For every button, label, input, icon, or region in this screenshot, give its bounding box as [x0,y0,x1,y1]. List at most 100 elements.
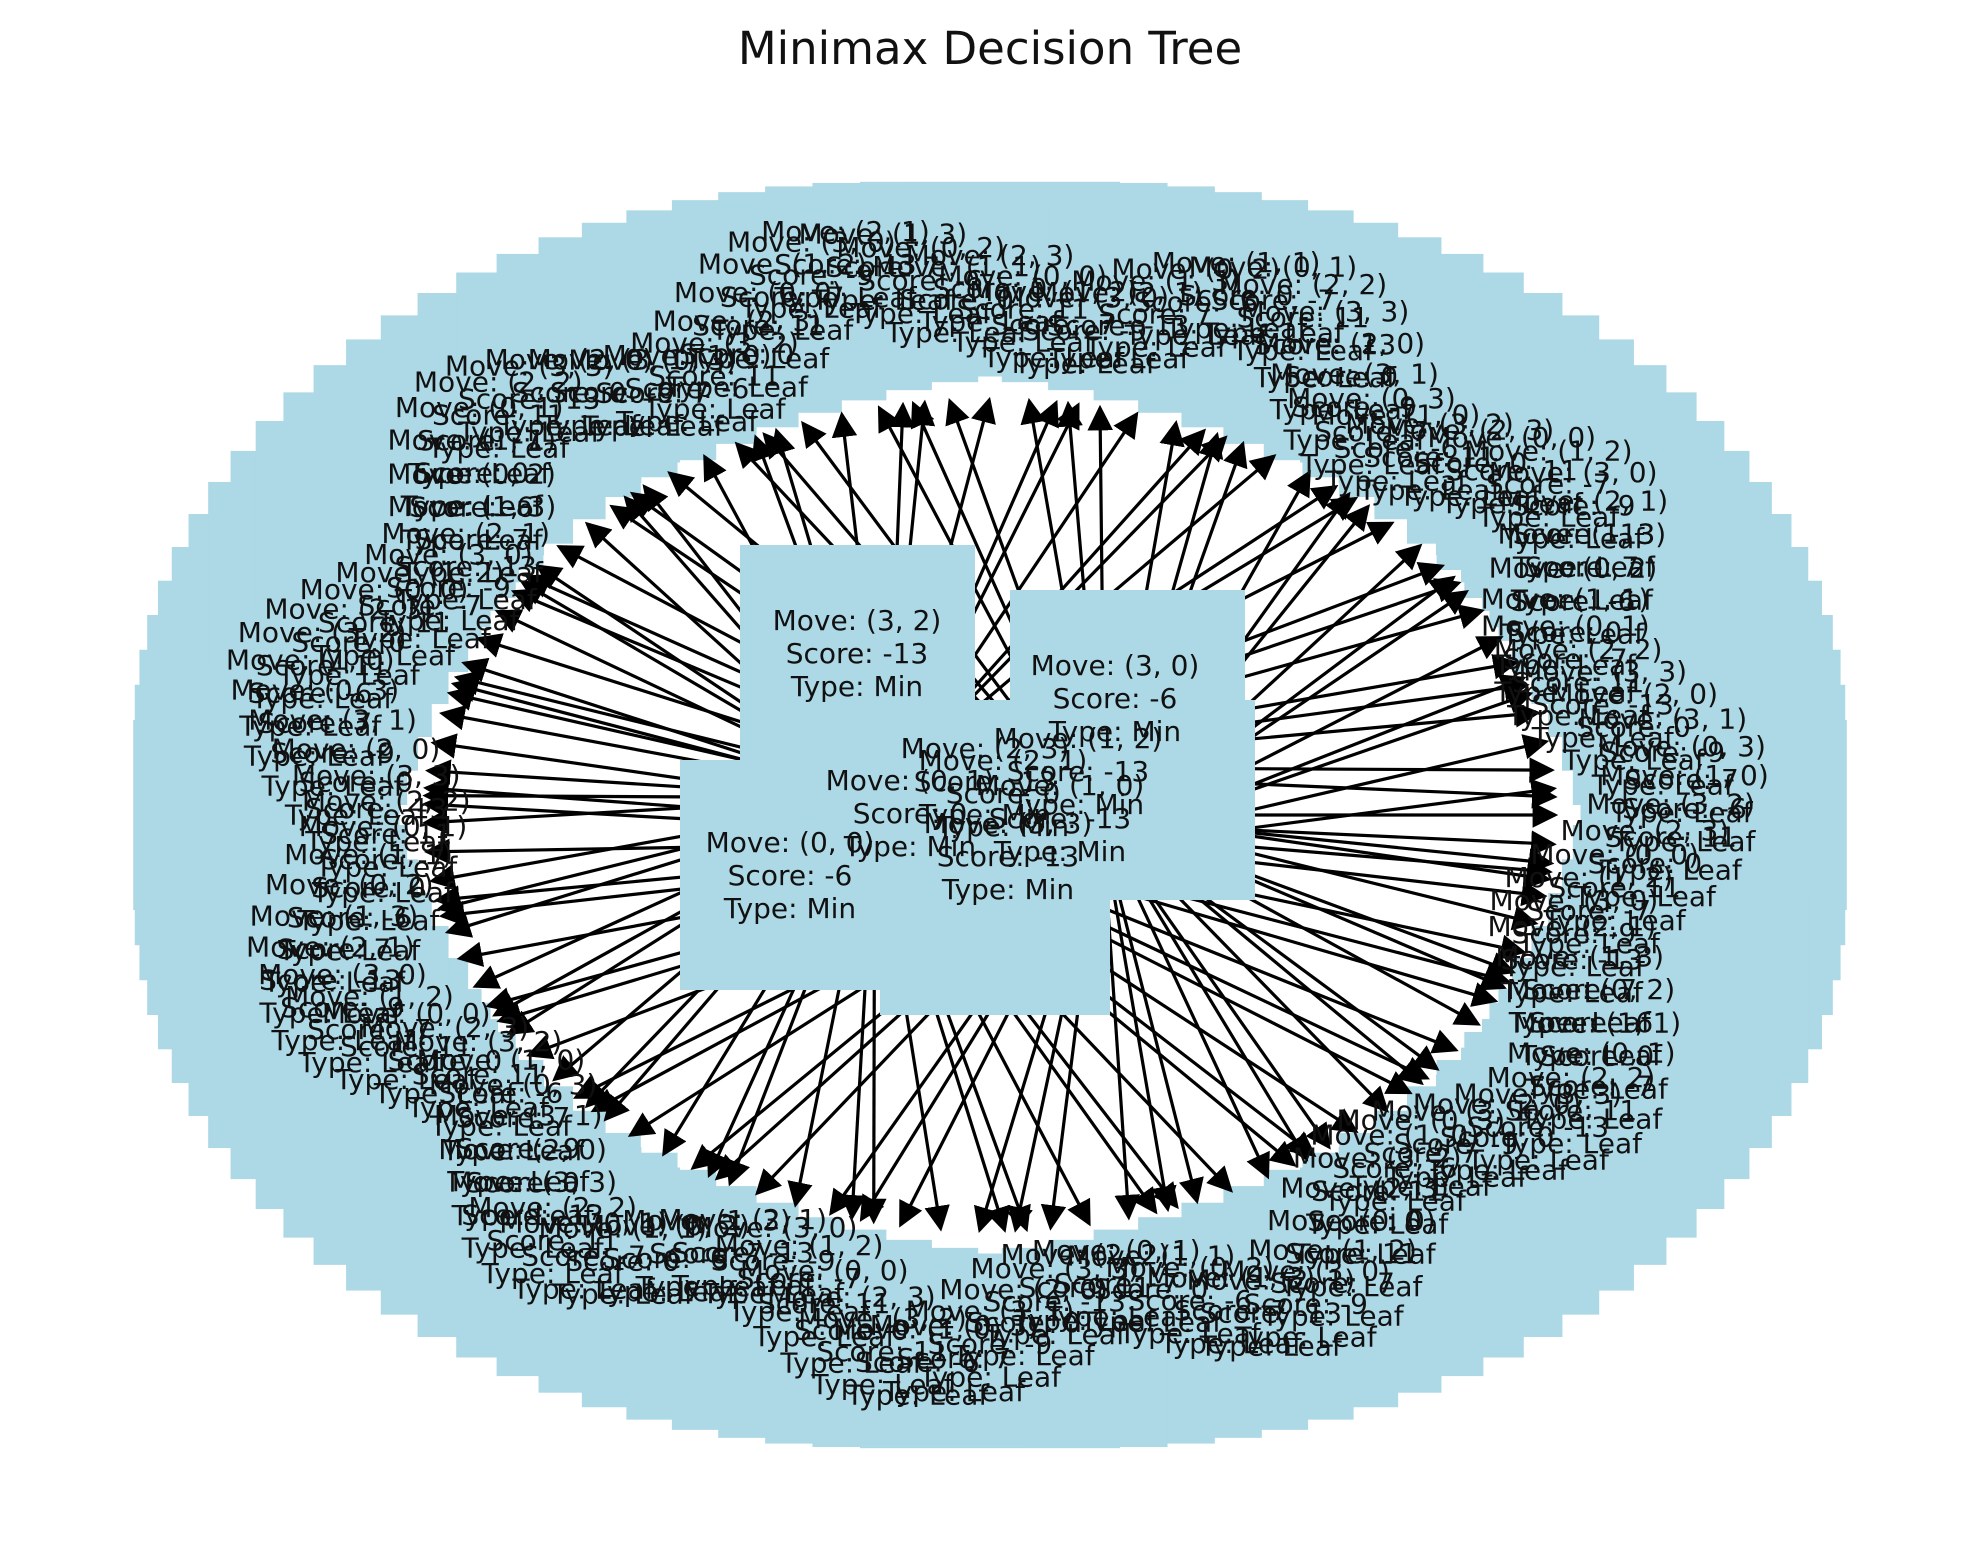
leaf-node-label: Move: (0, 0) Score: 11 Type: Leaf [1267,1204,1436,1303]
leaf-node-label: Move: (0, 3) Score: 7 Type: Leaf [429,1068,598,1167]
leaf-node-label: Move: (3, 3) Score: -13 Type: Leaf [448,1165,617,1264]
tree-edge [1130,865,1331,1150]
leaf-node-label: Move: (0, 2) Score: -6 Type: Leaf [836,231,1005,330]
leaf-node-label: Move: (2, 1) Score: -13 Type: Leaf [381,517,550,616]
leaf-node-label: Move: (3, 0) Score: -9 Type: Leaf [1000,281,1169,380]
root-node-label: Move: (3, 2) Score: -13 Type: Min [773,604,942,703]
leaf-node-label: Move: (0, 3) Score: 7 Type: Leaf [1287,382,1456,481]
leaf-node-label: Move: (3, 2) Score: 11 Type: Leaf [1293,1142,1462,1241]
min-node-box [790,700,1030,890]
tree-edge [1124,872,1270,1180]
leaf-node-label: Move: (0, 3) Score: 7 Type: Leaf [870,1309,1039,1408]
leaf-node-label: Move: (3, 1) Score: -9 Type: Leaf [1372,1095,1541,1194]
leaf-node-label: Move: (1, 0) Score: -6 Type: Leaf [1310,1119,1479,1218]
leaf-node-label: Move: (3, 2) Score: 11 Type: Leaf [238,616,407,715]
tree-edge [961,435,1228,708]
leaf-node-label: Move: (2, 0) Score: 0 Type: Leaf [1413,1088,1582,1187]
leaf-node-label: Move: (3, 3) Score: -13 Type: Leaf [1241,295,1410,394]
leaf-node-label: Move: (1, 0) Score: -6 Type: Leaf [226,643,395,742]
leaf-node-label: Move: (3, 0) Score: -9 Type: Leaf [689,1211,858,1310]
leaf-node-label: Move: (1, 3) Score: 7 Type: Leaf [1147,1261,1316,1360]
leaf-node-label: Move: (2, 2) Score: 11 Type: Leaf [1494,633,1663,732]
min-node-label: Move: (0, 0) Score: -6 Type: Min [706,826,875,925]
leaf-node-label: Move: (3, 2) Score: 11 Type: Leaf [394,1025,563,1124]
leaf-node-label: Move: (1, 1) Score: 0 Type: Leaf [1513,1006,1682,1105]
leaf-node-label: Move: (1, 1) Score: 0 Type: Leaf [1152,246,1321,345]
leaf-node-label: Move: (0, 1) Score: -7 Type: Leaf [299,810,468,909]
leaf-node-label: Move: (3, 3) Score: -13 Type: Leaf [292,759,461,858]
leaf-node-label: Move: (0, 0) Score: 11 Type: Leaf [674,276,843,375]
leaf-node-label: Move: (2, 3) Score: 0 Type: Leaf [1280,1172,1449,1271]
leaf-node-label: Move: (1, 1) Score: 0 Type: Leaf [538,1211,707,1310]
leaf-node-label: Move: (3, 2) Score: 11 Type: Leaf [630,326,799,425]
leaf-node-label: Move: (1, 3) Score: 7 Type: Leaf [388,490,557,589]
leaf-node-label: Move: (2, 1) Score: -13 Type: Leaf [761,215,930,314]
min-node-cluster [680,545,1255,1015]
leaf-node-label: Move: (3, 0) Score: -9 Type: Leaf [258,958,427,1057]
tree-edge [1108,886,1499,1007]
leaf-node-label: Move: (0, 0) Score: 11 Type: Leaf [740,1254,909,1353]
leaf-node-label: Move: (2, 1) Score: -13 Type: Leaf [246,930,415,1029]
leaf-node-label: Move: (0, 0) Score: 11 Type: Leaf [1427,421,1596,520]
leaf-node-label: Move: (0, 3) Score: 7 Type: Leaf [231,673,400,772]
leaf-node-label: Move: (2, 3) Score: 0 Type: Leaf [653,304,822,403]
min-node-label: Move: (3, 3) Score: -13 Type: Min [924,807,1093,906]
leaf-node-label: Move: (0, 1) Score: -7 Type: Leaf [1032,1234,1201,1333]
leaf-node-label: Move: (1, 1) Score: 0 Type: Leaf [1481,582,1650,681]
leaf-node-label: Move: (0, 0) Score: 11 Type: Leaf [300,573,469,672]
tree-edge [1058,912,1413,1095]
leaf-node-label: Move: (3, 3) Score: -13 Type: Leaf [970,1252,1139,1351]
leaf-node-label: Move: (3, 0) Score: -9 Type: Leaf [364,538,533,637]
leaf-node-label: Move: (2, 1) Score: -13 Type: Leaf [1499,485,1668,584]
leaf-node-label: Move: (0, 3) Score: 7 Type: Leaf [1336,1104,1505,1203]
leaf-node-label: Move: (2, 1) Score: -13 Type: Leaf [1186,1264,1355,1363]
leaf-node-label: Move: (2, 2) Score: 11 Type: Leaf [1487,1061,1656,1160]
leaf-node-label: Move: (1, 1) Score: 0 Type: Leaf [284,838,453,937]
leaf-node-label: Move: (2, 2) Score: 11 Type: Leaf [302,784,471,883]
leaf-node-label: Move: (3, 1) Score: -9 Type: Leaf [248,704,417,803]
leaf-node-label: Move: (3, 0) Score: -9 Type: Leaf [727,225,896,324]
leaf-node-label: Move: (3, 3) Score: -13 Type: Leaf [1518,655,1687,754]
leaf-node-label: Move: (0, 2) Score: -6 Type: Leaf [581,1209,750,1308]
min-node-label: Move: (2, 1) Score: 0 Type: Min [919,744,1088,843]
leaf-node-box [1585,684,1846,875]
leaf-node-label: Move: (3, 0) Score: -9 Type: Leaf [1490,884,1659,983]
leaf-node-label: Move: (1, 2) Score: -7 Type: Leaf [335,556,504,655]
tree-edge [1087,900,1459,1054]
leaf-node-label: Move: (3, 2) Score: 11 Type: Leaf [1586,788,1755,887]
leaf-node-label: Move: (3, 1) Score: -9 Type: Leaf [434,1099,603,1198]
leaf-node-label: Move: (2, 1) Score: -13 Type: Leaf [1034,276,1203,375]
diagram-title: Minimax Decision Tree [737,22,1243,75]
leaf-node-label: Move: (0, 0) Score: 11 Type: Leaf [938,260,1107,359]
leaf-node-label: Move: (3, 1) Score: -9 Type: Leaf [528,343,697,442]
leaf-node-label: Move: (2, 3) Score: 0 Type: Leaf [1561,814,1730,913]
leaf-node-label: Move: (3, 3) Score: -13 Type: Leaf [1453,1077,1622,1176]
leaf-node-label: Move: (0, 0) Score: 11 Type: Leaf [1530,838,1699,937]
leaf-node-label: Move: (0, 1) Score: -7 Type: Leaf [1481,609,1650,708]
leaf-node-label: Move: (1, 3) Score: 7 Type: Leaf [1498,518,1667,617]
leaf-node-label: Move: (2, 2) Score: 11 Type: Leaf [1218,268,1387,367]
leaf-node-label: Move: (2, 2) Score: 11 Type: Leaf [1000,1238,1169,1337]
leaf-node-label: Move: (2, 3) Score: 0 Type: Leaf [361,1011,530,1110]
leaf-node-label: Move: (3, 0) Score: -9 Type: Leaf [1221,1255,1390,1354]
leaf-node-label: Move: (3, 0) Score: -9 Type: Leaf [1489,456,1658,555]
leaf-node-label: Move: (0, 2) Score: -6 Type: Leaf [1111,252,1280,351]
min-node-label: Move: (0, 1) Score: 0 Type: Min [826,764,995,863]
tree-edge [1105,890,1141,1221]
leaf-node-label: Move: (0, 3) Score: 7 Type: Leaf [1597,730,1766,829]
leaf-node-label: Move: (3, 1) Score: -9 Type: Leaf [1270,358,1439,457]
leaf-node-label: Move: (2, 1) Score: -13 Type: Leaf [1488,910,1657,1009]
leaf-node-label: Move: (1, 3) Score: 7 Type: Leaf [1071,265,1240,364]
leaf-node-label: Move: (0, 2) Score: -6 Type: Leaf [1506,973,1675,1072]
min-node-label: Move: (1, 0) Score: -13 Type: Min [976,769,1145,868]
leaf-node-label: Move: (1, 3) Score: 7 Type: Leaf [1495,940,1664,1039]
leaf-node-label: Move: (1, 2) Score: -7 Type: Leaf [698,248,867,347]
min-node-label: Move: (3, 0) Score: -6 Type: Min [1031,649,1200,748]
leaf-node-label: Move: (1, 0) Score: -6 Type: Leaf [1600,759,1769,858]
leaf-node-label: Move: (1, 0) Score: -6 Type: Leaf [1312,398,1481,497]
leaf-node-label: Move: (3, 3) Score: -13 Type: Leaf [445,350,614,449]
leaf-node-label: Move: (0, 1) Score: -7 Type: Leaf [499,1207,668,1306]
tree-edge [1114,882,1204,1205]
leaf-node-label: Move: (1, 2) Score: -7 Type: Leaf [1505,861,1674,960]
